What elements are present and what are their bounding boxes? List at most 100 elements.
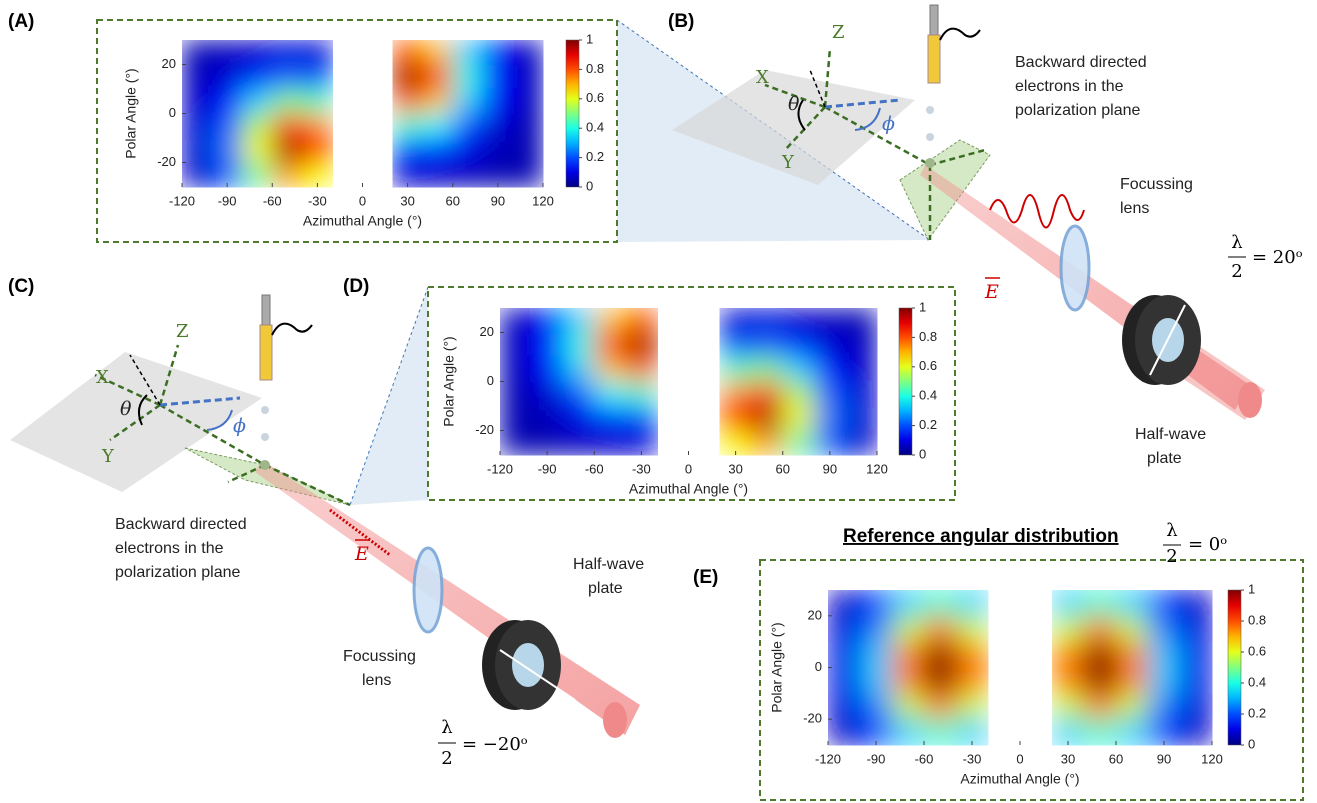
heatmap-cell bbox=[1148, 590, 1181, 617]
heatmap-cell bbox=[625, 357, 658, 382]
heatmap-cell bbox=[845, 357, 878, 382]
heatmap-cell bbox=[719, 406, 752, 431]
heatmap-cell bbox=[392, 138, 424, 163]
x-axis-label: Azimuthal Angle (°) bbox=[303, 213, 422, 229]
heatmap-cell bbox=[212, 113, 243, 139]
plane bbox=[10, 352, 262, 492]
x-tick-label: -60 bbox=[585, 461, 604, 476]
angle-label: ϕ bbox=[882, 113, 895, 135]
fraction: 2 bbox=[1231, 261, 1242, 282]
heatmap-cell bbox=[845, 332, 878, 358]
fraction: 2 bbox=[1166, 546, 1177, 567]
heatmap-cell bbox=[482, 138, 514, 163]
heatmap-cell bbox=[482, 89, 514, 114]
heatmap-cell bbox=[272, 40, 303, 65]
x-tick-label: -120 bbox=[487, 461, 513, 476]
heatmap-cell bbox=[1148, 667, 1181, 694]
heatmap-cell bbox=[212, 40, 243, 65]
heatmap-cell bbox=[845, 430, 878, 456]
axis-label: X bbox=[756, 67, 769, 88]
heatmap-region bbox=[719, 308, 878, 456]
heatmap-cell bbox=[860, 590, 893, 617]
x-tick-label: -30 bbox=[632, 461, 651, 476]
heatmap-cell bbox=[845, 308, 878, 333]
x-tick-label: -90 bbox=[218, 193, 237, 208]
heatmap-cell bbox=[272, 138, 303, 163]
y-axis-label: Polar Angle (°) bbox=[441, 336, 457, 426]
heatmap-cell bbox=[1084, 615, 1117, 643]
heatmap-cell bbox=[594, 430, 627, 456]
heatmap-cell bbox=[751, 357, 784, 382]
x-tick-label: 0 bbox=[359, 193, 366, 208]
heatmap: -120 -90 -60 -30 0 30 60 90 120 -20 0 20 Azimuthal A… bbox=[769, 581, 1266, 786]
heatmap-cell bbox=[422, 89, 454, 114]
heatmap-cell bbox=[719, 332, 752, 358]
heatmap-cell bbox=[422, 113, 454, 139]
heatmap-cell bbox=[1116, 615, 1149, 643]
heatmap-cell bbox=[924, 667, 957, 694]
heatmap-cell bbox=[500, 308, 532, 333]
panel-box bbox=[96, 19, 618, 243]
heatmap-cell bbox=[272, 89, 303, 114]
caption: Backward directed bbox=[115, 516, 247, 533]
heatmap-cell bbox=[1052, 641, 1085, 668]
heatmap-region bbox=[828, 590, 989, 746]
projection-edge bbox=[616, 19, 931, 241]
y-axis-label: Polar Angle (°) bbox=[769, 622, 785, 712]
heatmap-cell bbox=[956, 667, 989, 694]
heatmap-cell bbox=[782, 430, 815, 456]
heatmap-cell bbox=[892, 615, 925, 643]
field-label: E bbox=[984, 281, 999, 303]
heatmap-cell bbox=[782, 308, 815, 333]
y-tick-label: 0 bbox=[815, 659, 822, 674]
colorbar-label: 0.8 bbox=[919, 329, 937, 344]
heatmap-cell bbox=[594, 406, 627, 431]
heatmap-cell bbox=[531, 357, 564, 382]
x-tick-label: -30 bbox=[308, 193, 327, 208]
heatmap-cell bbox=[212, 64, 243, 90]
heatmap-cell bbox=[751, 430, 784, 456]
heatmap-cell bbox=[242, 162, 273, 188]
heatmap-cell bbox=[562, 381, 595, 407]
field-label: E bbox=[354, 543, 369, 565]
heatmap-cell bbox=[814, 332, 847, 358]
heatmap-cell bbox=[594, 381, 627, 407]
heatmap-cell bbox=[422, 64, 454, 90]
heatmap-cell bbox=[860, 693, 893, 720]
heatmap-cell bbox=[1052, 693, 1085, 720]
colorbar-label: 0.8 bbox=[1248, 612, 1266, 627]
heatmap-cell bbox=[212, 138, 243, 163]
fraction: λ bbox=[1166, 520, 1177, 541]
colorbar-label: 1 bbox=[919, 299, 926, 314]
heatmap-cell bbox=[302, 138, 333, 163]
heatmap-cell bbox=[500, 430, 532, 456]
heatmap-cell bbox=[1180, 719, 1213, 746]
heatmap-cell bbox=[562, 332, 595, 358]
heatmap-cell bbox=[1116, 590, 1149, 617]
heatmap-cell bbox=[242, 89, 273, 114]
heatmap-cell bbox=[1180, 667, 1213, 694]
heatmap-cell bbox=[452, 40, 484, 65]
heatmap-cell bbox=[814, 381, 847, 407]
heatmap-cell bbox=[302, 89, 333, 114]
colorbar-label: 0.6 bbox=[919, 358, 937, 373]
x-tick-label: 60 bbox=[1109, 751, 1123, 766]
colorbar-label: 0.6 bbox=[1248, 643, 1266, 658]
heatmap-cell bbox=[500, 332, 532, 358]
panel-box bbox=[427, 286, 956, 501]
heatmap-cell bbox=[302, 113, 333, 139]
lens-label: Focussing bbox=[343, 648, 416, 665]
heatmap-cell bbox=[512, 138, 544, 163]
heatmap-cell bbox=[924, 641, 957, 668]
heatmap-cell bbox=[272, 64, 303, 90]
heatmap-cell bbox=[531, 308, 564, 333]
diagram-c bbox=[10, 294, 640, 738]
colorbar-label: 1 bbox=[586, 31, 593, 46]
axis-label: Z bbox=[832, 22, 845, 43]
heatmap-cell bbox=[531, 406, 564, 431]
heatmap-cell bbox=[452, 162, 484, 188]
heatmap-cell bbox=[845, 381, 878, 407]
colorbar-label: 0 bbox=[586, 178, 593, 193]
heatmap-cell bbox=[782, 332, 815, 358]
y-tick-label: 0 bbox=[487, 373, 494, 388]
